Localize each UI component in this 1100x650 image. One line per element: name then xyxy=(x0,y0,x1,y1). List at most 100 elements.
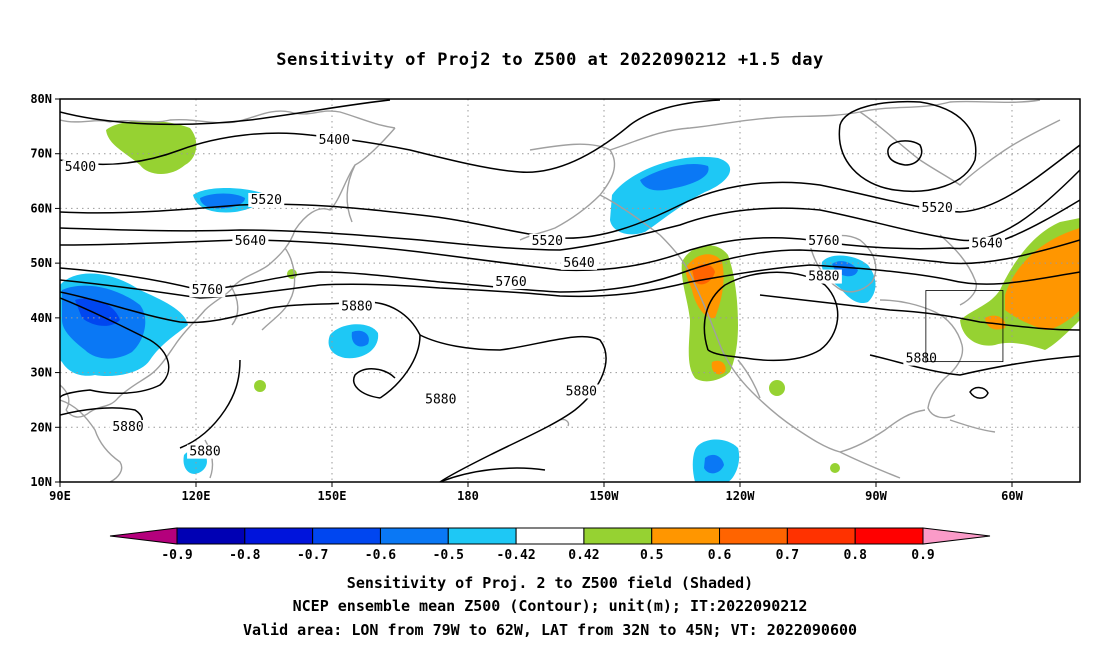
lon-tick-label: 180 xyxy=(457,489,479,503)
contour-line-5760-b xyxy=(60,264,1080,299)
contour-line-5880-wasia xyxy=(60,297,170,399)
shade-positive-japan xyxy=(287,269,297,279)
coast-korea xyxy=(229,284,239,326)
colorbar-box xyxy=(719,527,788,545)
contour-label: 5760 xyxy=(808,234,839,249)
contour-label: 5760 xyxy=(192,283,223,298)
contour-line-5880-us-high xyxy=(703,271,839,362)
colorbar-box xyxy=(583,527,653,545)
map-frame xyxy=(59,98,1081,483)
sensitivity-shading xyxy=(60,120,1080,482)
contour-line-5880-pacific xyxy=(419,334,607,482)
coast-east-america xyxy=(879,299,964,419)
colorbar-label: -0.42 xyxy=(497,548,536,563)
contour-line-5880-caribbean xyxy=(969,386,989,399)
contour-label: 5880 xyxy=(566,384,597,399)
contour-line-5880-atlantic xyxy=(759,294,1080,331)
colorbar-label: 0.9 xyxy=(911,548,934,563)
coast-hawaii xyxy=(559,418,570,427)
contour-label-bg xyxy=(232,233,269,248)
contour-label-bg xyxy=(248,192,285,207)
coast-japan xyxy=(261,247,296,331)
coast-india xyxy=(60,384,70,411)
coast-caribbean xyxy=(949,419,996,433)
footer-line-1: Sensitivity of Proj. 2 to Z500 field (Sh… xyxy=(346,574,754,592)
contour-line-5400-low-inner xyxy=(887,140,923,166)
contour-label-bg xyxy=(62,160,99,175)
lon-tick-label: 120E xyxy=(182,489,211,503)
shade-positive-taiwan xyxy=(254,380,266,392)
coast-gulf-mexico xyxy=(839,409,926,453)
coast-alaska xyxy=(519,143,616,241)
coastlines xyxy=(60,99,1061,482)
contour-label: 5640 xyxy=(235,234,266,249)
contour-label-bg xyxy=(110,420,146,435)
lat-tick-label: 40N xyxy=(30,311,52,325)
contour-label-bg xyxy=(338,299,375,314)
contour-label: 5400 xyxy=(319,133,350,148)
colorbar-label: 0.5 xyxy=(640,548,663,563)
valid-area-box xyxy=(925,290,1004,363)
lon-tick-label: 90E xyxy=(49,489,71,503)
coast-central-america xyxy=(839,451,901,479)
shade-positive-gulf xyxy=(830,463,840,473)
contour-line-5880-wpac xyxy=(179,359,241,449)
colorbar-label: 0.42 xyxy=(568,548,599,563)
colorbar-box xyxy=(176,527,246,545)
lat-tick-label: 30N xyxy=(30,366,52,380)
shade-negative-alaska-core xyxy=(640,163,709,191)
contour-line-5760-a xyxy=(60,239,1080,293)
contour-label-bg xyxy=(316,132,353,147)
contour-label: 5400 xyxy=(65,160,96,175)
lat-tick-label: 70N xyxy=(30,147,52,161)
contour-label-bg xyxy=(903,351,940,366)
lat-tick-label: 60N xyxy=(30,201,52,215)
coast-labrador xyxy=(939,234,977,306)
coast-baja xyxy=(737,359,761,399)
contour-label: 5760 xyxy=(495,275,526,290)
contour-label: 5880 xyxy=(808,270,839,285)
contour-line-5400-a xyxy=(60,99,391,126)
contour-label-bg xyxy=(187,444,224,459)
contour-label: 5880 xyxy=(189,445,220,460)
contour-label-bg xyxy=(969,236,1006,251)
shade-positive-atlantic-spot xyxy=(985,315,1006,330)
colorbar-label: 0.8 xyxy=(843,548,867,563)
colorbar-box xyxy=(854,527,924,545)
coast-arctic-america xyxy=(609,99,1041,151)
coast-east-asia xyxy=(65,127,396,418)
colorbar-box xyxy=(447,527,517,545)
contour-label-bg xyxy=(919,201,956,216)
colorbar-label: -0.8 xyxy=(229,548,260,563)
colorbar-label: -0.9 xyxy=(161,548,192,563)
colorbar-box xyxy=(379,527,449,545)
colorbar-label: 0.6 xyxy=(708,548,732,563)
contour-line-5400-low xyxy=(838,100,977,192)
footer-line-2: NCEP ensemble mean Z500 (Contour); unit(… xyxy=(292,597,808,615)
contour-label-bg xyxy=(189,283,226,298)
contour-line-5880-mid xyxy=(353,368,396,399)
shade-positive-uswest-south xyxy=(711,360,726,375)
lon-tick-label: 150W xyxy=(590,489,620,503)
lat-tick-label: 20N xyxy=(30,420,52,434)
contour-label: 5880 xyxy=(112,420,143,435)
lon-tick-label: 90W xyxy=(865,489,887,503)
contour-line-5880-south xyxy=(869,354,1080,376)
lon-tick-label: 60W xyxy=(1001,489,1023,503)
colorbar-box xyxy=(515,527,585,545)
map-title: Sensitivity of Proj2 to Z500 at 20220902… xyxy=(276,50,824,70)
lon-tick-label: 120W xyxy=(726,489,756,503)
lat-tick-label: 50N xyxy=(30,256,52,270)
shade-negative-eastasia-spot xyxy=(62,352,74,365)
shade-negative-epacific-core xyxy=(704,454,724,474)
colorbar-triangle-high xyxy=(922,527,991,545)
shade-negative-nwpacific-core xyxy=(351,330,369,347)
contour-label-bg xyxy=(493,275,530,290)
coast-west-america xyxy=(599,194,841,453)
contour-labels: 5400540055205520552056405640564057605760… xyxy=(62,132,1006,460)
shade-positive-seaus xyxy=(769,380,785,396)
colorbar-box xyxy=(312,527,381,545)
contour-label: 5520 xyxy=(532,234,563,249)
coast-arctic-asia xyxy=(60,110,396,129)
